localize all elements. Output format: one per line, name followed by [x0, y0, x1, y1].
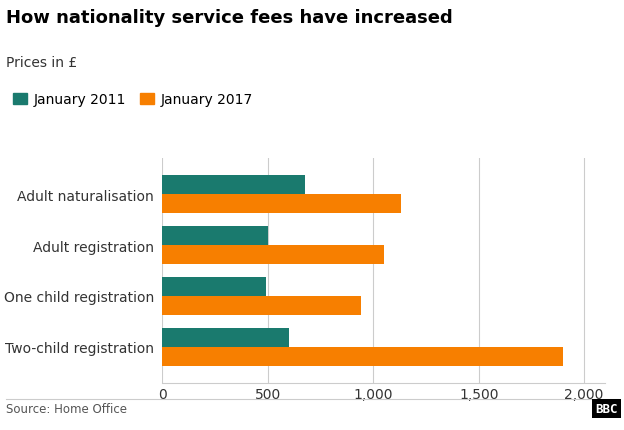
Text: Source: Home Office: Source: Home Office — [6, 402, 127, 415]
Bar — [162, 175, 305, 195]
Text: BBC: BBC — [595, 402, 618, 415]
Bar — [162, 277, 266, 296]
Text: Prices in £: Prices in £ — [6, 56, 77, 70]
Bar — [162, 195, 401, 214]
Bar — [162, 347, 563, 366]
Text: How nationality service fees have increased: How nationality service fees have increa… — [6, 9, 453, 27]
Bar — [162, 226, 268, 246]
Bar — [162, 296, 361, 316]
Bar — [162, 328, 289, 347]
Bar — [162, 246, 384, 265]
Legend: January 2011, January 2017: January 2011, January 2017 — [13, 93, 253, 107]
